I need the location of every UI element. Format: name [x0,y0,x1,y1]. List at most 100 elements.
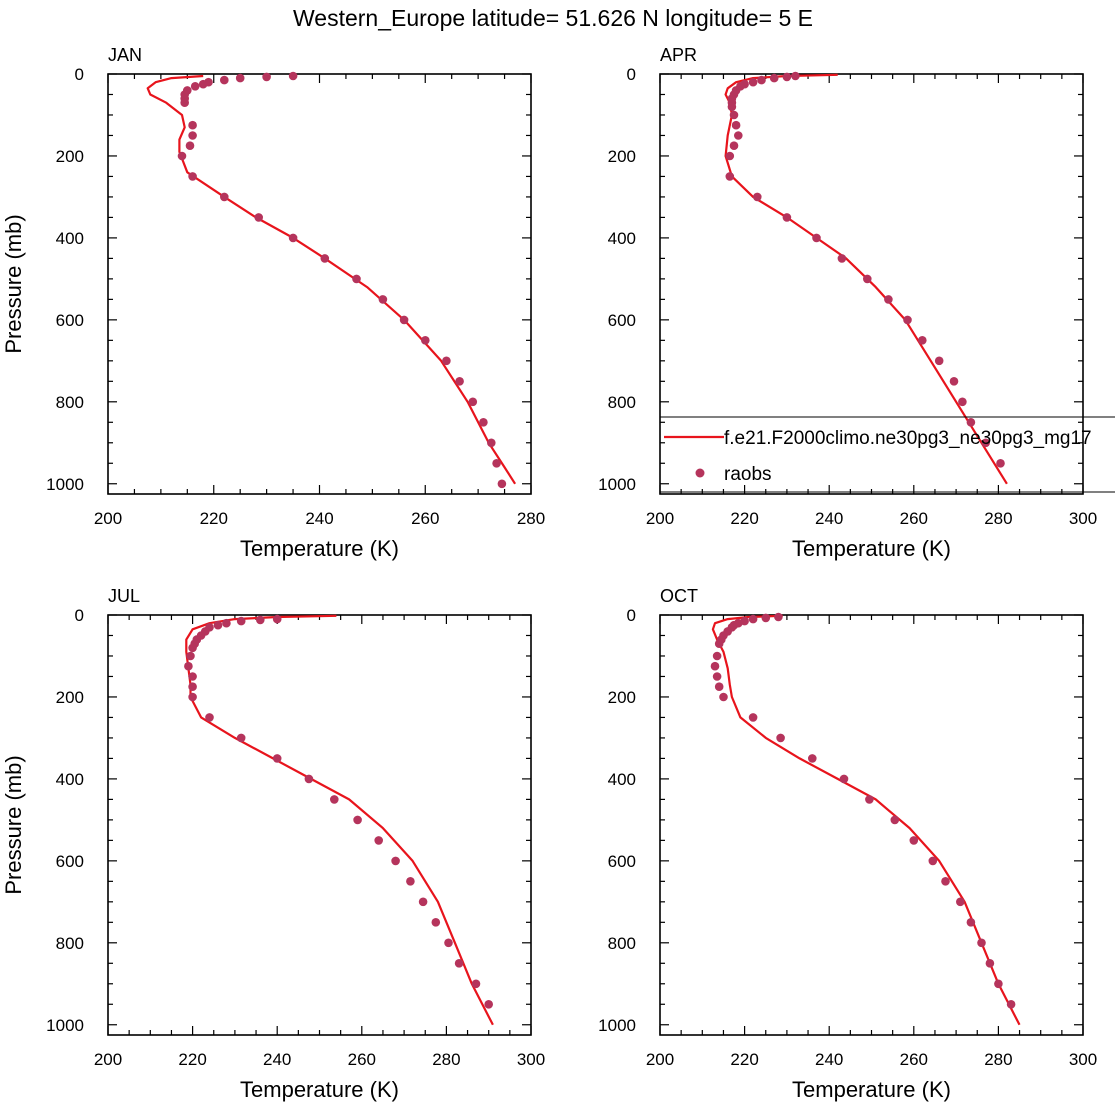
x-tick-label: 200 [646,1050,674,1069]
y-tick-label: 200 [56,688,84,707]
obs-point [729,141,739,150]
obs-point [996,459,1005,468]
obs-point [909,836,919,845]
panels: 200 220 240 260 280 0 200 400 600 800 1000 JAN Tempe… [1,45,1097,1102]
obs-point [471,979,481,989]
obs-point [272,754,282,763]
obs-point [330,795,339,804]
obs-point [262,72,271,82]
obs-point [188,131,197,140]
x-tick-label: 200 [646,509,674,528]
obs-point [808,754,817,763]
obs-point [839,774,849,784]
obs-point [890,815,900,825]
model-profile-line [711,614,1021,1026]
obs-point [791,71,800,81]
panel-title: APR [660,45,697,65]
x-tick-label: 280 [517,509,545,528]
obs-point [255,615,265,625]
y-tick-label: 600 [56,311,84,330]
obs-point [484,1000,494,1009]
obs-point [288,71,298,81]
y-tick-label: 0 [627,606,636,625]
obs-point [220,75,229,85]
y-tick-label: 0 [627,65,636,84]
obs-point [236,616,246,626]
x-tick-label: 260 [900,509,928,528]
obs-point [399,315,409,325]
obs-point [884,295,893,304]
y-tick-label: 1000 [46,1016,84,1035]
panel-jul: 200 220 240 260 280 300 0 200 400 600 800 1000 JUL Te… [1,586,545,1102]
y-tick-label: 400 [56,229,84,248]
obs-point [188,120,197,130]
x-tick-label: 260 [900,1050,928,1069]
y-tick-label: 1000 [598,475,636,494]
obs-point [710,661,720,671]
panel-title: JAN [108,45,142,65]
y-tick-label: 400 [56,770,84,789]
obs-point [188,643,197,653]
obs-point [966,918,976,927]
y-tick-label: 200 [608,147,636,166]
obs-point [235,73,245,83]
obs-point [198,79,208,89]
y-tick-label: 200 [608,688,636,707]
obs-point [812,233,821,243]
obs-point [714,682,724,691]
obs-point [1006,1000,1016,1009]
obs-point [725,172,735,181]
obs-point [966,418,976,427]
x-tick-label: 200 [94,1050,122,1069]
obs-point [479,418,488,427]
obs-point [748,713,758,722]
y-tick-label: 200 [56,147,84,166]
x-tick-label: 240 [263,1050,291,1069]
y-tick-label: 400 [608,229,636,248]
figure-title: Western_Europe latitude= 51.626 N longit… [293,5,813,31]
obs-point [320,254,330,263]
legend: f.e21.F2000climo.ne30pg3_ne30pg3_mg17 ra… [660,416,1115,493]
y-tick-label: 0 [75,65,84,84]
x-tick-label: 280 [984,1050,1012,1069]
obs-point [956,897,965,907]
obs-point [222,618,231,628]
obs-point [213,620,223,630]
obs-point [753,192,762,202]
x-tick-label: 220 [730,509,758,528]
obs-point [444,938,453,948]
panel-jan: 200 220 240 260 280 0 200 400 600 800 1000 JAN Tempe… [1,45,545,561]
obs-point [454,959,464,968]
obs-point [958,397,967,407]
panel-oct: 200 220 240 260 280 300 0 200 400 600 800 1000 OCT Te… [598,586,1097,1102]
x-tick-label: 280 [984,509,1012,528]
obs-point [837,254,847,263]
obs-point [918,336,927,345]
obs-point [776,733,785,743]
obs-point [184,661,193,671]
obs-point [981,438,990,448]
x-tick-label: 220 [200,509,228,528]
obs-point [729,110,739,120]
obs-point [177,151,187,161]
panel-title: JUL [108,586,140,606]
obs-point [487,438,496,448]
y-tick-label: 0 [75,606,84,625]
obs-point [406,877,415,886]
obs-point [180,98,189,107]
x-axis-label: Temperature (K) [792,536,951,561]
obs-point [272,614,282,624]
obs-point [985,959,995,968]
obs-point [188,672,197,681]
obs-point [712,651,722,661]
y-tick-label: 1000 [598,1016,636,1035]
obs-point [928,856,938,866]
legend-model-label: f.e21.F2000climo.ne30pg3_ne30pg3_mg17 [724,428,1092,449]
obs-point [418,897,428,907]
panel-apr: 200 220 240 260 280 300 0 200 400 600 800 1000 APR Te… [598,45,1097,561]
obs-point [497,479,507,489]
obs-point [712,672,722,681]
obs-point [188,172,197,181]
obs-point [727,102,737,112]
x-tick-label: 240 [815,509,843,528]
